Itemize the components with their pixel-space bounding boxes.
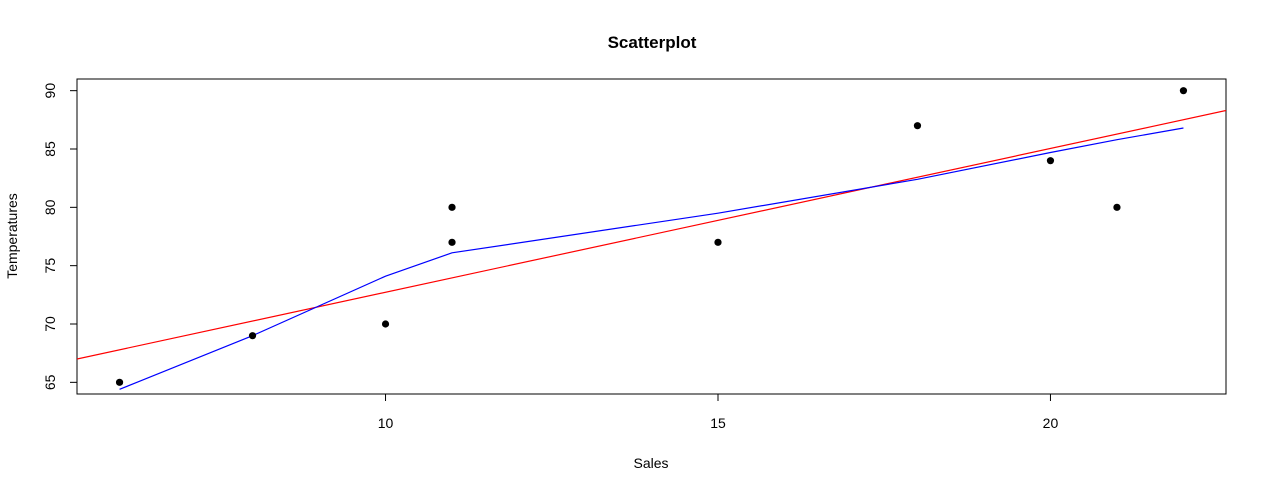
y-tick-label: 70 — [42, 316, 58, 332]
data-point — [1113, 203, 1121, 211]
linear-fit-line — [77, 109, 1226, 360]
data-point — [913, 122, 922, 130]
fit-lines — [77, 109, 1226, 390]
y-tick-label: 90 — [42, 83, 58, 99]
y-tick-label: 75 — [42, 258, 58, 274]
smoother-line — [119, 127, 1184, 390]
data-point — [1046, 157, 1055, 165]
y-tick-label: 80 — [42, 199, 58, 215]
y-tick-label: 85 — [42, 141, 58, 157]
data-point — [1179, 87, 1188, 95]
y-axis-label: Temperatures — [4, 193, 20, 279]
data-point — [381, 320, 390, 328]
y-axis: 65 70 75 80 85 90 — [42, 83, 77, 390]
data-point — [714, 238, 722, 246]
x-tick-label: 10 — [378, 415, 394, 431]
y-tick-label: 65 — [42, 374, 58, 390]
plot-border — [76, 78, 1227, 395]
data-point — [448, 203, 456, 211]
data-point — [448, 238, 456, 246]
x-axis: 10 15 20 — [378, 394, 1059, 431]
data-point — [115, 378, 124, 386]
x-tick-label: 20 — [1043, 415, 1059, 431]
x-tick-label: 15 — [710, 415, 726, 431]
data-points — [115, 87, 1188, 386]
plot-area — [76, 78, 1227, 395]
chart-title: Scatterplot — [608, 33, 697, 52]
data-point — [248, 332, 257, 340]
x-axis-label: Sales — [633, 455, 668, 471]
